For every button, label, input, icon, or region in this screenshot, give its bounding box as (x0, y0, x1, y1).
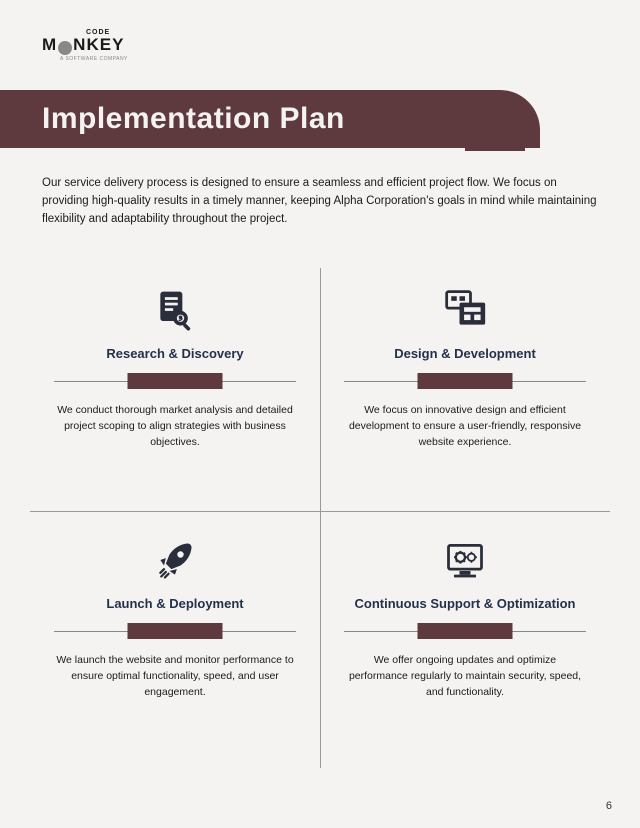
divider (54, 373, 296, 389)
logo-suffix: NKEY (73, 35, 124, 55)
page-number: 6 (606, 800, 612, 812)
monkey-face-icon (58, 41, 72, 55)
cell-heading: Research & Discovery (106, 346, 243, 361)
cell-support: Continuous Support & Optimization We off… (320, 518, 610, 768)
cell-research: Research & Discovery We conduct thorough… (30, 268, 320, 518)
cell-body: We offer ongoing updates and optimize pe… (344, 653, 586, 700)
logo-code: CODE (86, 29, 110, 36)
logo-tagline: A SOFTWARE COMPANY (60, 56, 640, 62)
research-icon (153, 284, 197, 336)
cell-launch: Launch & Deployment We launch the websit… (30, 518, 320, 768)
logo-area: M NKEY CODE A SOFTWARE COMPANY (0, 0, 640, 62)
divider (344, 373, 586, 389)
cell-heading: Continuous Support & Optimization (355, 596, 576, 611)
divider (54, 623, 296, 639)
logo: M NKEY CODE (42, 35, 640, 55)
support-icon (441, 534, 489, 586)
cell-body: We conduct thorough market analysis and … (54, 403, 296, 450)
feature-grid: Research & Discovery We conduct thorough… (30, 268, 610, 768)
design-icon (440, 284, 490, 336)
cell-heading: Design & Development (394, 346, 536, 361)
title-bar: Implementation Plan (0, 90, 540, 148)
logo-prefix: M (42, 35, 57, 55)
intro-paragraph: Our service delivery process is designed… (0, 151, 640, 228)
cell-body: We launch the website and monitor perfor… (54, 653, 296, 700)
cell-design: Design & Development We focus on innovat… (320, 268, 610, 518)
cell-body: We focus on innovative design and effici… (344, 403, 586, 450)
rocket-icon (153, 534, 197, 586)
cell-heading: Launch & Deployment (106, 596, 243, 611)
divider (344, 623, 586, 639)
page-title: Implementation Plan (42, 102, 345, 136)
